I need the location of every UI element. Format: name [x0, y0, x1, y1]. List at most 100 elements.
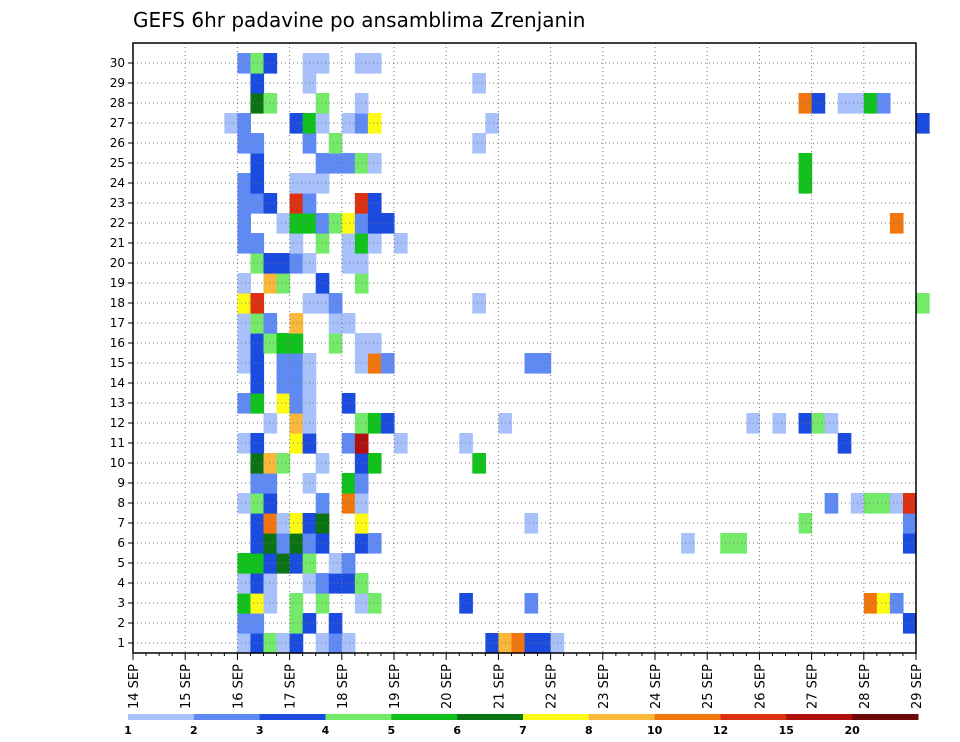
- data-cell: [524, 353, 539, 374]
- data-cell: [367, 413, 382, 434]
- y-tick-label: 19: [110, 276, 125, 290]
- data-cell: [263, 93, 278, 114]
- data-cell: [511, 633, 526, 654]
- legend-swatch: [128, 714, 195, 720]
- data-cell: [315, 53, 330, 74]
- data-cell: [263, 513, 278, 534]
- data-cell: [328, 213, 343, 234]
- data-cell: [394, 433, 408, 454]
- data-cell: [289, 513, 304, 534]
- data-cell: [394, 233, 408, 254]
- data-cell: [289, 193, 304, 214]
- data-cell: [380, 213, 395, 234]
- data-cell: [315, 533, 330, 554]
- data-cell: [289, 533, 304, 554]
- data-cell: [237, 293, 252, 314]
- data-cell: [472, 453, 486, 474]
- data-cell: [263, 493, 278, 514]
- data-cell: [367, 153, 382, 174]
- y-tick-label: 27: [110, 116, 125, 130]
- data-cell: [876, 493, 891, 514]
- data-cell: [315, 493, 330, 514]
- legend-swatch: [457, 714, 524, 720]
- data-cell: [459, 593, 473, 614]
- legend-tick-label: 2: [190, 724, 198, 737]
- data-cell: [367, 53, 382, 74]
- y-tick-label: 1: [117, 636, 125, 650]
- data-cell: [733, 533, 747, 554]
- x-tick-label: 24 SEP: [649, 664, 664, 709]
- data-cell: [524, 633, 539, 654]
- data-cell: [263, 573, 278, 594]
- x-tick-label: 16 SEP: [231, 664, 246, 709]
- chart-title: GEFS 6hr padavine po ansamblima Zrenjani…: [133, 8, 585, 32]
- data-cell: [380, 413, 395, 434]
- data-cell: [341, 473, 356, 494]
- data-cell: [328, 633, 343, 654]
- data-cell: [237, 333, 252, 354]
- data-cell: [328, 553, 343, 574]
- data-cell: [276, 393, 291, 414]
- data-cell: [263, 633, 278, 654]
- data-cell: [315, 293, 330, 314]
- y-tick-label: 28: [110, 96, 125, 110]
- x-tick-label: 29 SEP: [910, 664, 925, 709]
- data-cell: [276, 633, 291, 654]
- y-tick-label: 8: [117, 496, 125, 510]
- data-cell: [537, 633, 552, 654]
- data-cell: [341, 573, 356, 594]
- y-tick-label: 10: [110, 456, 125, 470]
- data-cell: [367, 453, 382, 474]
- data-cell: [328, 573, 343, 594]
- data-cell: [276, 373, 291, 394]
- data-cell: [315, 633, 330, 654]
- data-cell: [289, 113, 304, 134]
- y-tick-label: 23: [110, 196, 125, 210]
- data-cell: [263, 533, 278, 554]
- data-cell: [341, 113, 356, 134]
- data-cell: [315, 273, 330, 294]
- legend-tick-label: 4: [322, 724, 330, 737]
- legend-swatch: [654, 714, 721, 720]
- data-cell: [237, 593, 252, 614]
- data-cell: [341, 313, 356, 334]
- data-cell: [237, 273, 252, 294]
- data-cell: [863, 93, 878, 114]
- data-cell: [224, 113, 238, 134]
- data-cell: [380, 353, 395, 374]
- y-tick-label: 14: [110, 376, 125, 390]
- data-cell: [341, 213, 356, 234]
- y-tick-label: 30: [110, 56, 125, 70]
- legend-swatch: [259, 714, 326, 720]
- data-cell: [263, 253, 278, 274]
- data-cell: [276, 353, 291, 374]
- data-cell: [289, 613, 304, 634]
- y-tick-label: 7: [117, 516, 125, 530]
- data-cell: [863, 593, 878, 614]
- data-cell: [315, 573, 330, 594]
- data-cell: [237, 113, 252, 134]
- data-cell: [315, 113, 330, 134]
- data-cell: [263, 273, 278, 294]
- x-tick-label: 26 SEP: [753, 664, 768, 709]
- data-cell: [916, 113, 930, 134]
- y-tick-label: 29: [110, 76, 125, 90]
- data-cell: [263, 53, 278, 74]
- x-tick-label: 27 SEP: [806, 664, 821, 709]
- data-cell: [367, 213, 382, 234]
- data-cell: [289, 173, 304, 194]
- data-cell: [367, 233, 382, 254]
- data-cell: [720, 533, 734, 554]
- data-cell: [289, 233, 304, 254]
- data-cell: [341, 253, 356, 274]
- x-tick-label: 18 SEP: [336, 664, 351, 709]
- data-cell: [485, 633, 499, 654]
- data-cell: [263, 413, 278, 434]
- data-cell: [276, 253, 291, 274]
- y-tick-label: 26: [110, 136, 125, 150]
- data-cell: [876, 593, 891, 614]
- data-cell: [876, 93, 891, 114]
- x-tick-label: 19 SEP: [388, 664, 403, 709]
- data-cell: [328, 153, 343, 174]
- data-cell: [824, 493, 839, 514]
